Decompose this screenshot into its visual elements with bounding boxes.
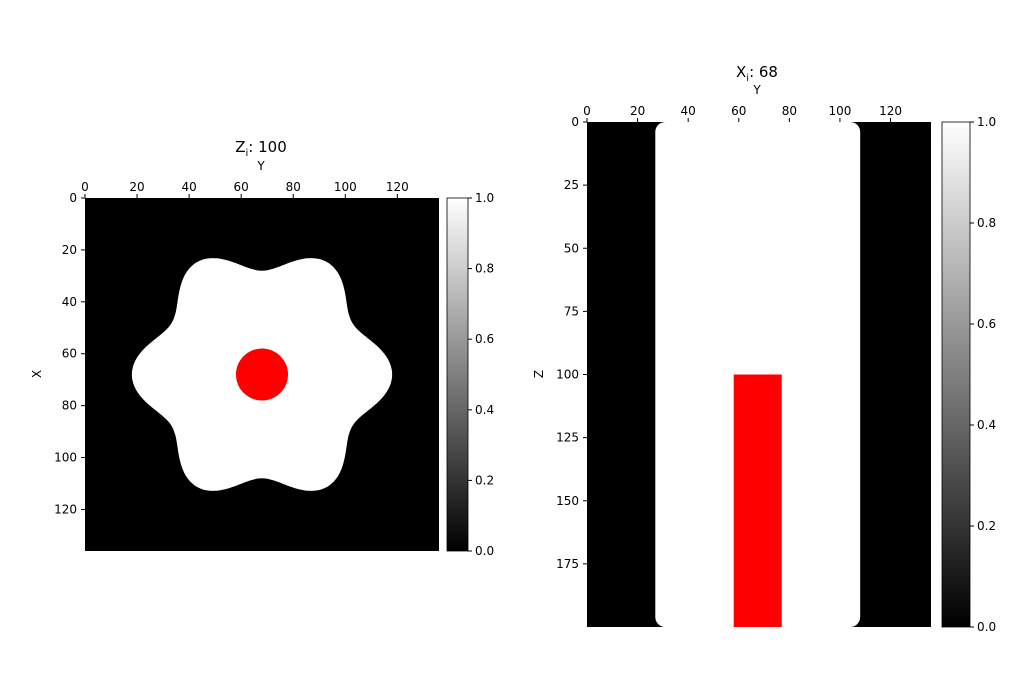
right-y-tick-label: 25	[564, 178, 579, 192]
right-colorbar-ticks: 0.0 0.2 0.4 0.6 0.8 1.0	[970, 115, 996, 634]
left-y-ticks: 0 20 40 60 80 100 120	[54, 191, 85, 516]
right-colorbar: 0.0 0.2 0.4 0.6 0.8 1.0	[941, 115, 996, 634]
left-y-tick-label: 80	[62, 399, 77, 413]
left-title-sub: i	[246, 148, 249, 159]
right-y-tick-label: 0	[571, 115, 579, 129]
right-y-tick-label: 100	[556, 368, 579, 382]
right-colorbar-tick-label: 0.6	[977, 317, 996, 331]
right-image	[587, 122, 931, 627]
right-y-tick-label: 175	[556, 557, 579, 571]
left-panel: Zi: 100 Y X 0 20 40 60 80 100 120 0 20 40 60 80 100…	[30, 138, 494, 558]
left-y-tick-label: 100	[54, 451, 77, 465]
left-x-tick-label: 100	[334, 180, 357, 194]
left-x-tick-label: 60	[234, 180, 249, 194]
left-title-main: Z	[235, 138, 245, 156]
left-title: Zi: 100	[235, 138, 287, 159]
right-colorbar-tick-label: 0.8	[977, 216, 996, 230]
right-panel: Xi: 68 Y Z 0 20 40 60 80 100 120 0 25 50 75 100 125…	[532, 63, 996, 634]
left-y-tick-label: 40	[62, 295, 77, 309]
left-y-tick-label: 60	[62, 347, 77, 361]
right-colorbar-tick-label: 0.4	[977, 418, 996, 432]
left-colorbar-gradient	[446, 197, 469, 552]
left-red-disc	[235, 348, 289, 401]
right-x-tick-label: 40	[681, 104, 696, 118]
left-title-rest: : 100	[248, 138, 286, 156]
right-y-tick-label: 50	[564, 241, 579, 255]
left-colorbar-ticks: 0.0 0.2 0.4 0.6 0.8 1.0	[468, 191, 494, 558]
right-title: Xi: 68	[736, 63, 778, 84]
right-xlabel: Y	[752, 83, 761, 97]
right-x-tick-label: 20	[630, 104, 645, 118]
right-x-tick-label: 100	[828, 104, 851, 118]
left-y-tick-label: 120	[54, 502, 77, 516]
left-x-tick-label: 40	[181, 180, 196, 194]
left-y-tick-label: 20	[62, 243, 77, 257]
left-colorbar-tick-label: 0.2	[475, 473, 494, 487]
left-x-tick-label: 80	[286, 180, 301, 194]
right-colorbar-gradient	[941, 121, 971, 628]
right-y-tick-label: 125	[556, 431, 579, 445]
right-title-main: X	[736, 63, 746, 81]
left-colorbar-tick-label: 1.0	[475, 191, 494, 205]
left-image	[85, 198, 439, 551]
left-colorbar-tick-label: 0.0	[475, 544, 494, 558]
right-title-rest: : 68	[749, 63, 778, 81]
right-y-ticks: 0 25 50 75 100 125 150 175	[556, 115, 587, 571]
right-x-tick-label: 60	[731, 104, 746, 118]
left-x-tick-label: 0	[81, 180, 89, 194]
left-x-ticks: 0 20 40 60 80 100 120	[81, 180, 409, 198]
right-y-tick-label: 150	[556, 494, 579, 508]
right-x-tick-label: 80	[782, 104, 797, 118]
left-colorbar-tick-label: 0.8	[475, 262, 494, 276]
left-colorbar-tick-label: 0.4	[475, 403, 494, 417]
right-colorbar-tick-label: 1.0	[977, 115, 996, 129]
right-x-tick-label: 0	[583, 104, 591, 118]
right-x-ticks: 0 20 40 60 80 100 120	[583, 104, 902, 122]
right-red-bar	[733, 374, 782, 627]
right-title-sub: i	[746, 73, 749, 84]
right-colorbar-tick-label: 0.0	[977, 620, 996, 634]
left-xlabel: Y	[256, 159, 265, 173]
left-x-tick-label: 20	[129, 180, 144, 194]
left-y-tick-label: 0	[69, 191, 77, 205]
right-ylabel: Z	[532, 370, 546, 378]
left-colorbar-tick-label: 0.6	[475, 332, 494, 346]
left-ylabel: X	[30, 370, 44, 378]
left-x-tick-label: 120	[386, 180, 409, 194]
right-x-tick-label: 120	[879, 104, 902, 118]
right-y-tick-label: 75	[564, 304, 579, 318]
right-colorbar-tick-label: 0.2	[977, 519, 996, 533]
left-colorbar: 0.0 0.2 0.4 0.6 0.8 1.0	[446, 191, 494, 558]
